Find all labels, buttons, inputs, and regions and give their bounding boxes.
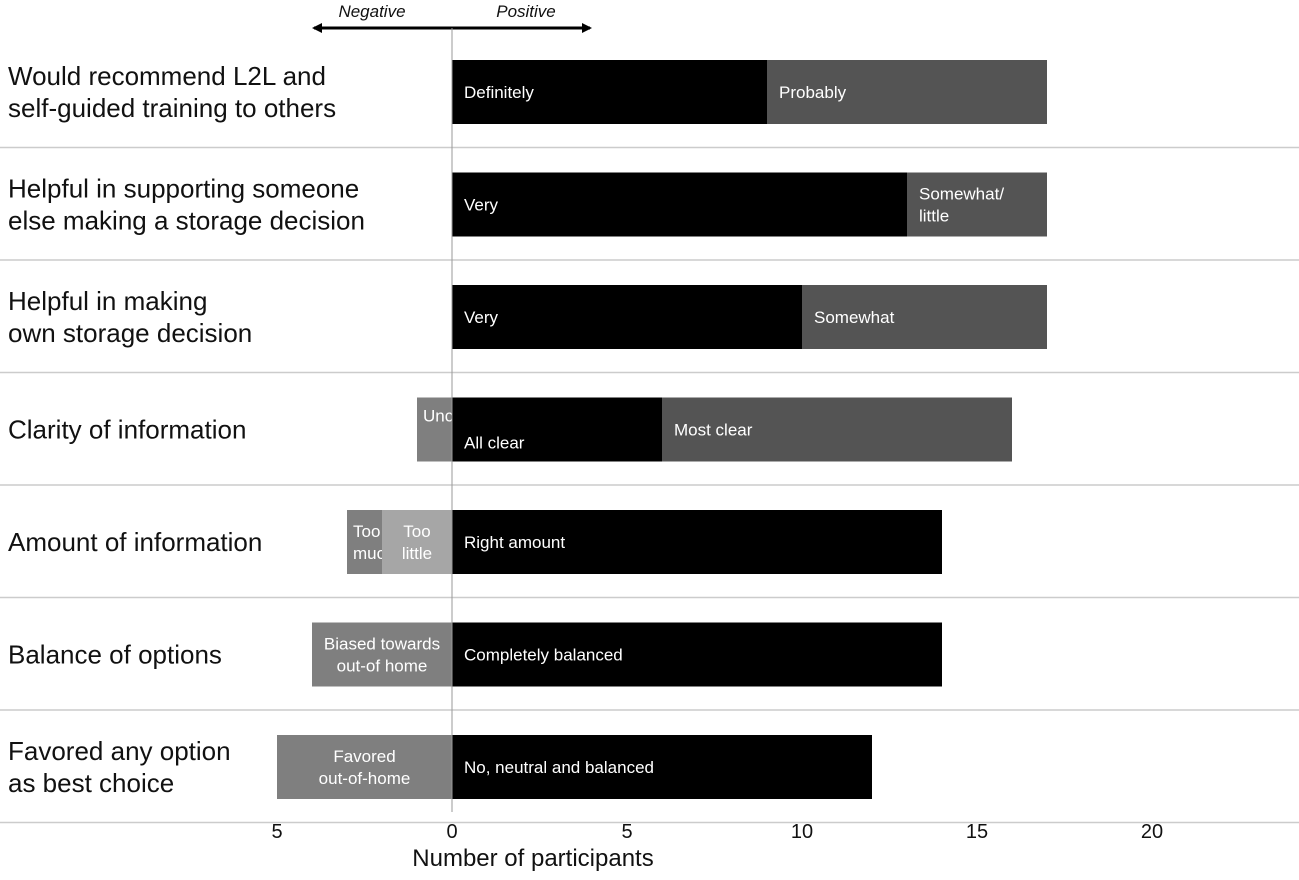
segment-label: Somewhat/little <box>919 185 1004 226</box>
positive-direction-label: Positive <box>496 2 556 21</box>
segment-label: Completely balanced <box>464 646 623 665</box>
bar-segment <box>767 60 1047 124</box>
bar-segment <box>277 735 452 799</box>
bar-segment <box>452 397 662 462</box>
direction-indicator: Negative Positive <box>312 2 592 33</box>
segment-label-line: Somewhat/ <box>919 185 1004 204</box>
bar-row: Favored any option as best choice Favored o… <box>0 735 1299 824</box>
row-label: Amount of information <box>8 527 262 557</box>
segment-label: Too little <box>402 522 432 563</box>
bar-segment <box>382 510 452 574</box>
segment-label-line: Very <box>464 308 499 327</box>
row-label-line: Favored any option <box>8 736 231 766</box>
bar-segment <box>452 60 767 124</box>
row-label-line: own storage decision <box>8 318 252 348</box>
bar-segment <box>452 735 872 799</box>
bar-segment <box>662 397 1012 462</box>
bar-segment <box>417 397 452 462</box>
segment-label: Right amount <box>464 533 565 552</box>
segment-label: Favored out-of-home <box>319 747 411 788</box>
x-axis-ticks: 5 0 5 10 15 20 <box>271 821 1163 843</box>
segment-label: Most clear <box>674 421 753 440</box>
segment-label-line: Too <box>353 522 380 541</box>
segment-label-line: little <box>919 207 949 226</box>
bar-segment <box>452 285 802 349</box>
bar-row: Helpful in making own storage decision Ver… <box>0 285 1299 374</box>
bar-segment <box>312 622 452 687</box>
segment-label-line: Biased towards <box>324 635 440 654</box>
row-label: Balance of options <box>8 640 222 670</box>
x-tick-label: 15 <box>966 821 988 843</box>
segment-label: Somewhat <box>814 308 895 327</box>
x-tick-label: 10 <box>791 821 813 843</box>
segment-label-line: All clear <box>464 434 525 453</box>
bar-segment <box>452 172 907 237</box>
negative-direction-label: Negative <box>338 2 405 21</box>
bar-segment <box>452 622 942 687</box>
segment-label-line: out-of-home <box>319 769 411 788</box>
row-label-line: Balance of options <box>8 640 222 670</box>
row-label-line: Amount of information <box>8 527 262 557</box>
segment-label: Very <box>464 308 499 327</box>
segment-label: Probably <box>779 83 847 102</box>
segment-label: All clear <box>464 434 525 453</box>
segment-label: Biased towards out-of home <box>324 635 440 676</box>
bar-row: Would recommend L2L and self-guided train… <box>0 60 1299 149</box>
segment-label-line: Most clear <box>674 421 753 440</box>
row-label-line: else making a storage decision <box>8 206 365 236</box>
x-tick-label: 0 <box>446 821 457 843</box>
segment-label-line: Probably <box>779 83 847 102</box>
x-tick-label: 5 <box>621 821 632 843</box>
segment-label-line: Too <box>403 522 430 541</box>
segment-label-line: No, neutral and balanced <box>464 758 654 777</box>
row-label-line: Clarity of information <box>8 415 246 445</box>
x-tick-label: 20 <box>1141 821 1163 843</box>
row-label-line: self-guided training to others <box>8 93 336 123</box>
x-tick-label: 5 <box>271 821 282 843</box>
bar-row: Helpful in supporting someone else making… <box>0 172 1299 261</box>
bar-row: Balance of options Biased towards out-of h… <box>0 622 1299 711</box>
row-label: Helpful in making own storage decision <box>8 286 252 348</box>
row-label-line: Helpful in supporting someone <box>8 174 359 204</box>
row-label: Would recommend L2L and self-guided train… <box>8 61 336 123</box>
row-label: Clarity of information <box>8 415 246 445</box>
segment-label-line: little <box>402 544 432 563</box>
row-label-line: Would recommend L2L and <box>8 61 326 91</box>
segment-label: No, neutral and balanced <box>464 758 654 777</box>
row-label: Helpful in supporting someone else making… <box>8 174 365 236</box>
chart-rows: Would recommend L2L and self-guided train… <box>0 60 1299 824</box>
x-axis-title: Number of participants <box>412 845 653 872</box>
row-label: Favored any option as best choice <box>8 736 231 798</box>
bar-segment <box>802 285 1047 349</box>
segment-label-line: Right amount <box>464 533 565 552</box>
segment-label-line: out-of home <box>337 657 428 676</box>
segment-label-line: Completely balanced <box>464 646 623 665</box>
row-label-line: as best choice <box>8 768 174 798</box>
segment-label-line: Very <box>464 196 499 215</box>
segment-label: Very <box>464 196 499 215</box>
row-label-line: Helpful in making <box>8 286 207 316</box>
bar-segment <box>452 510 942 574</box>
segment-label-line: Definitely <box>464 83 534 102</box>
segment-label-line: Somewhat <box>814 308 895 327</box>
segment-label-line: Favored <box>333 747 395 766</box>
bar-segment <box>907 172 1047 237</box>
bar-row: Clarity of informationUnclearAll clearMo… <box>0 397 1299 486</box>
segment-label: Definitely <box>464 83 534 102</box>
bar-segment <box>347 510 382 574</box>
